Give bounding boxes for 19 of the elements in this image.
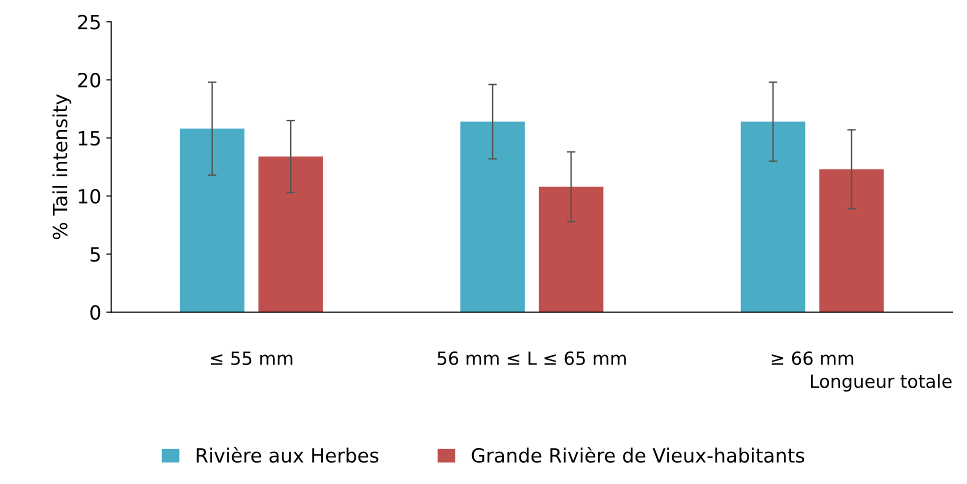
legend-label: Rivière aux Herbes — [196, 446, 378, 463]
bar — [538, 186, 604, 312]
x-tick-label: ≥ 66 mm — [772, 351, 854, 366]
x-tick-label: 56 mm ≤ L ≤ 65 mm — [438, 351, 626, 366]
bar — [740, 122, 806, 312]
bar — [180, 128, 244, 312]
bar — [460, 122, 525, 312]
y-tick-label: 10 — [78, 188, 100, 204]
y-tick-label: 25 — [78, 14, 100, 30]
y-tick-label: 0 — [90, 305, 100, 320]
y-tick-label: 5 — [90, 247, 100, 262]
legend-label: Grande Rivière de Vieux-habitants — [472, 446, 804, 463]
bar — [258, 156, 323, 312]
y-axis-title: % Tail intensity — [52, 94, 72, 240]
y-tick-label: 20 — [78, 72, 100, 88]
x-tick-label: ≤ 55 mm — [210, 352, 292, 366]
y-tick-label: 15 — [78, 131, 100, 146]
bar — [819, 169, 884, 312]
x-axis-title: Longueur totale — [811, 374, 952, 392]
